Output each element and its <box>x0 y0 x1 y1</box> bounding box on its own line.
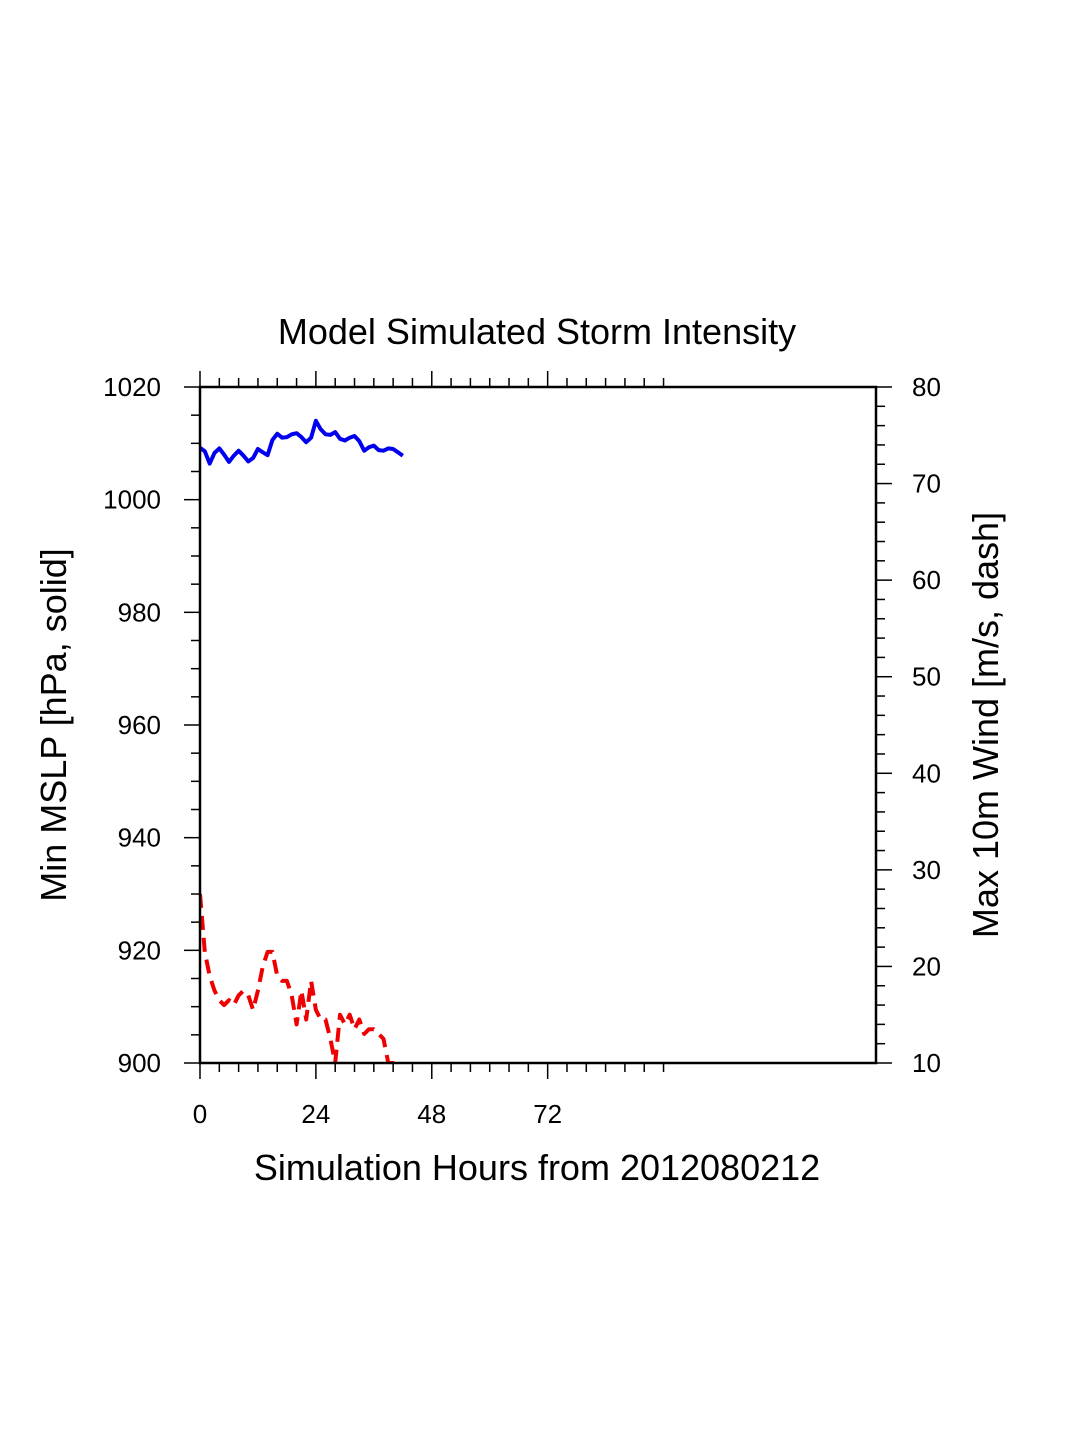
left-y-tick-label: 920 <box>118 935 161 965</box>
left-y-tick-label: 1020 <box>103 372 161 402</box>
max-wind-series-line <box>200 893 401 1063</box>
right-y-tick-label: 10 <box>912 1048 941 1078</box>
axis-ticks <box>184 371 892 1079</box>
x-tick-label: 24 <box>301 1099 330 1129</box>
min-mslp-series-line <box>200 418 404 466</box>
right-y-axis-title: Max 10m Wind [m/s, dash] <box>965 512 1006 938</box>
x-tick-label: 48 <box>417 1099 446 1129</box>
series-layer <box>200 418 404 1063</box>
chart-title: Model Simulated Storm Intensity <box>278 311 796 352</box>
right-y-tick-label: 40 <box>912 758 941 788</box>
left-y-tick-label: 960 <box>118 710 161 740</box>
right-y-tick-label: 80 <box>912 372 941 402</box>
left-y-tick-label: 1000 <box>103 485 161 515</box>
right-y-tick-label: 30 <box>912 855 941 885</box>
left-y-axis-title: Min MSLP [hPa, solid] <box>33 548 74 902</box>
tick-labels: 0 24 48 72900920940960980100010201020304050… <box>103 372 941 1129</box>
right-y-tick-label: 50 <box>912 662 941 692</box>
left-y-tick-label: 940 <box>118 823 161 853</box>
x-axis-title: Simulation Hours from 2012080212 <box>254 1147 820 1188</box>
right-y-tick-label: 60 <box>912 565 941 595</box>
left-y-tick-label: 900 <box>118 1048 161 1078</box>
right-y-tick-label: 20 <box>912 951 941 981</box>
right-y-tick-label: 70 <box>912 469 941 499</box>
left-y-tick-label: 980 <box>118 597 161 627</box>
plot-frame <box>198 385 878 1065</box>
x-tick-label: 0 <box>193 1099 207 1129</box>
x-tick-label: 72 <box>533 1099 562 1129</box>
